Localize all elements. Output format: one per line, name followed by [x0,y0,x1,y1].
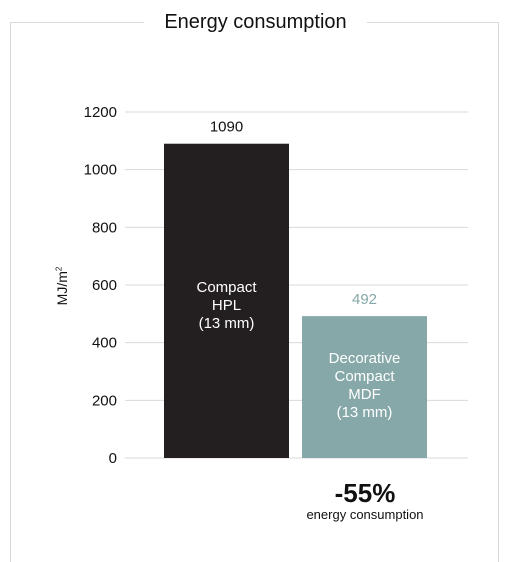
chart-title: Energy consumption [144,9,367,35]
y-tick-label: 800 [92,219,117,236]
y-tick-label: 600 [92,277,117,294]
bar-1 [164,143,289,458]
reduction-caption: energy consumption [306,507,424,522]
bar-category-label-1: Compact HPL (13 mm) [196,279,257,332]
bar-2 [302,316,427,458]
y-tick-label: 0 [109,450,117,467]
chart-title-wrap: Energy consumption [0,9,511,35]
y-tick-label: 1000 [84,162,117,179]
y-tick-label: 400 [92,335,117,352]
bar-category-label-2: Decorative Compact MDF (13 mm) [328,350,401,421]
bar-value-label-2: 492 [352,291,377,308]
bar-chart: 0 200 400 600 800 1000 1200 1090 492 [84,104,468,467]
y-tick-label: 1200 [84,104,117,121]
y-tick-label: 200 [92,392,117,409]
bar-value-label-1: 1090 [210,119,243,136]
reduction-percent: -55% [334,478,396,508]
